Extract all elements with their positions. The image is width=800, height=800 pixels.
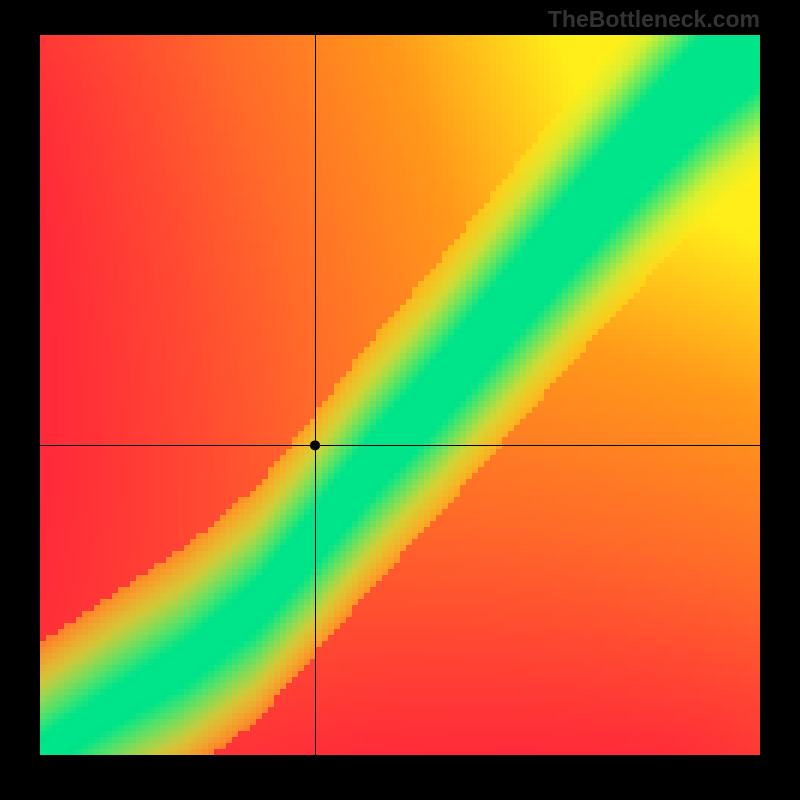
watermark-text: TheBottleneck.com (548, 6, 760, 33)
chart-container: TheBottleneck.com (0, 0, 800, 800)
bottleneck-heatmap (40, 35, 760, 755)
plot-area (40, 35, 760, 755)
